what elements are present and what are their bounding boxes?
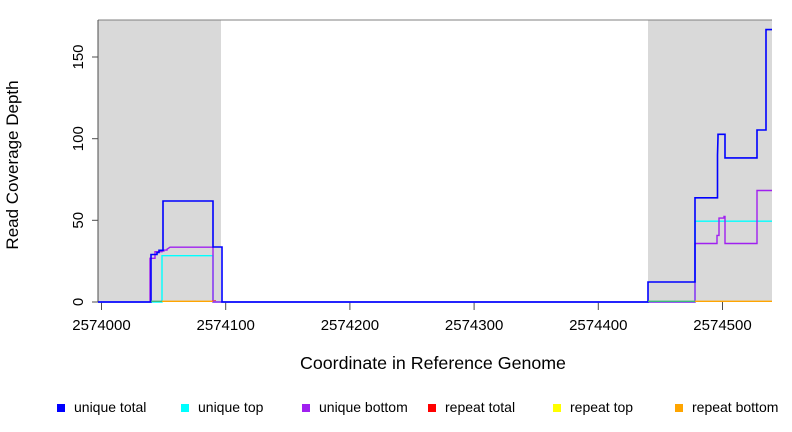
svg-text:0: 0 bbox=[70, 298, 87, 306]
svg-text:100: 100 bbox=[70, 126, 87, 151]
svg-text:repeat total: repeat total bbox=[445, 399, 515, 415]
svg-text:unique bottom: unique bottom bbox=[319, 399, 408, 415]
svg-text:2574200: 2574200 bbox=[321, 317, 379, 334]
svg-text:unique total: unique total bbox=[74, 399, 146, 415]
svg-text:unique top: unique top bbox=[198, 399, 264, 415]
svg-text:150: 150 bbox=[70, 44, 87, 69]
svg-text:repeat top: repeat top bbox=[570, 399, 633, 415]
svg-text:2574500: 2574500 bbox=[693, 317, 751, 334]
svg-text:2574300: 2574300 bbox=[445, 317, 503, 334]
svg-text:50: 50 bbox=[70, 212, 87, 229]
svg-text:2574400: 2574400 bbox=[569, 317, 627, 334]
svg-text:2574000: 2574000 bbox=[72, 317, 130, 334]
svg-text:2574100: 2574100 bbox=[196, 317, 254, 334]
svg-text:repeat bottom: repeat bottom bbox=[692, 399, 778, 415]
svg-text:Read Coverage Depth: Read Coverage Depth bbox=[3, 80, 22, 249]
svg-text:Coordinate in Reference Genome: Coordinate in Reference Genome bbox=[300, 353, 566, 373]
